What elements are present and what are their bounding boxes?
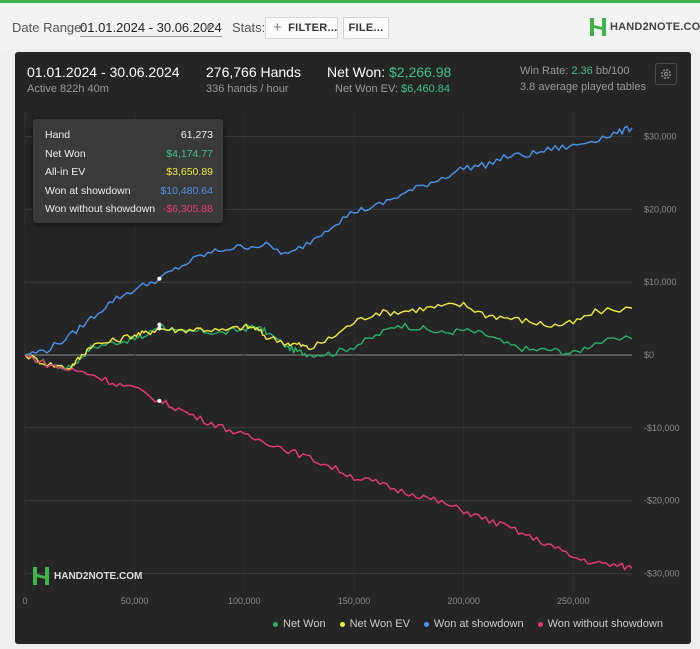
tooltip-row-label: Net Won — [45, 147, 86, 160]
hover-marker — [157, 322, 162, 327]
series-line-net-won — [24, 322, 633, 371]
plus-icon: + — [273, 19, 283, 36]
tooltip-row: Net Won $4,174.77 — [45, 148, 213, 160]
y-tick-label: $20,000 — [644, 204, 677, 214]
legend-label: Net Won — [283, 618, 326, 630]
legend-label: Net Won EV — [349, 618, 410, 630]
legend-dot-icon — [423, 621, 429, 627]
header-win-rate: Win Rate: 2.36 bb/100 — [520, 65, 630, 77]
header-hands: 276,766 Hands — [206, 64, 301, 80]
graph-panel: 01.01.2024 - 30.06.2024 Active 822h 40m … — [15, 52, 691, 644]
y-tick-label: $30,000 — [644, 132, 677, 142]
legend-item[interactable]: Won without showdown — [537, 618, 663, 630]
x-tick-label: 0 — [22, 596, 27, 606]
legend-dot-icon — [273, 621, 278, 627]
series-line-won-at-showdown — [24, 125, 633, 356]
tooltip-row-value: 61,273 — [180, 129, 213, 141]
chevron-down-icon[interactable] — [204, 25, 212, 30]
tooltip-row-label: Won without showdown — [45, 203, 156, 215]
legend-dot-icon — [339, 621, 345, 627]
win-rate-label: Win Rate: — [520, 65, 569, 77]
legend-dot-icon — [537, 621, 543, 627]
x-tick-label: 100,000 — [228, 596, 261, 606]
series-line-won-without-showdown — [24, 354, 633, 571]
toolbar: Date Range: 01.01.2024 - 30.06.2024 Stat… — [0, 3, 700, 49]
header-net-won-ev: Net Won EV: $6,460.84 — [335, 83, 450, 95]
settings-button[interactable] — [655, 63, 677, 85]
brand-logo: HAND2NOTE.COM — [590, 18, 700, 36]
legend-label: Won at showdown — [433, 618, 524, 630]
tooltip-row-value: -$6,305.88 — [162, 203, 213, 215]
tooltip-row-label: All-in EV — [45, 166, 86, 178]
net-won-ev-label: Net Won EV: — [335, 83, 398, 95]
header-average-tables: 3.8 average played tables — [520, 81, 646, 93]
win-rate-unit: bb/100 — [595, 65, 630, 77]
chart-legend: Net Won Net Won EV Won at showdown Won with… — [273, 618, 663, 630]
tooltip-row-value: $3,650.89 — [166, 166, 213, 178]
hand2note-logo-icon — [590, 18, 606, 36]
tooltip-row: All-in EV $3,650.89 — [45, 166, 213, 178]
hover-marker — [157, 276, 162, 281]
tooltip-row-label: Won at showdown — [45, 184, 131, 197]
hand-tooltip: Hand 61,273 Net Won $4,174.77 All-in EV $3,65… — [33, 119, 223, 223]
watermark-logo: HAND2NOTE.COM — [33, 567, 142, 585]
legend-item[interactable]: Won at showdown — [423, 618, 524, 630]
net-won-value: $2,266.98 — [389, 64, 452, 80]
legend-item[interactable]: Net Won — [273, 618, 326, 630]
hover-marker — [157, 326, 162, 331]
y-tick-label: -$20,000 — [644, 496, 680, 506]
series-line-net-won-ev — [24, 301, 633, 370]
tooltip-row-value: $4,174.77 — [166, 147, 213, 160]
header-active-time: Active 822h 40m — [27, 83, 109, 95]
x-tick-label: 150,000 — [338, 596, 371, 606]
tooltip-row: Won at showdown $10,480.64 — [45, 185, 213, 197]
date-range-label: Date Range: — [12, 20, 85, 35]
x-tick-label: 50,000 — [121, 596, 149, 606]
hover-marker — [157, 398, 162, 403]
profit-graph[interactable]: $30,000 $20,000 $10,000 $0 -$10,000 -$20,000 -… — [15, 52, 691, 644]
top-accent-bar — [0, 0, 700, 3]
legend-label: Won without showdown — [547, 618, 663, 630]
y-tick-label: -$10,000 — [644, 423, 680, 433]
y-tick-label: $10,000 — [644, 277, 677, 287]
tooltip-row: Won without showdown -$6,305.88 — [45, 203, 213, 215]
y-tick-label: $0 — [644, 350, 654, 360]
tooltip-row: Hand 61,273 — [45, 129, 213, 141]
filter-button[interactable]: + FILTER... — [265, 17, 338, 39]
legend-item[interactable]: Net Won EV — [339, 618, 410, 630]
gear-icon — [661, 69, 671, 79]
x-tick-label: 250,000 — [557, 596, 590, 606]
header-date: 01.01.2024 - 30.06.2024 — [27, 64, 180, 80]
date-range-select[interactable]: 01.01.2024 - 30.06.2024 — [80, 20, 222, 37]
net-won-ev-value: $6,460.84 — [401, 83, 450, 95]
stats-label: Stats: — [232, 20, 266, 35]
y-tick-label: -$30,000 — [644, 568, 680, 578]
tooltip-row-label: Hand — [45, 129, 71, 141]
hand2note-watermark-icon — [33, 567, 49, 585]
watermark-text: HAND2NOTE.COM — [54, 570, 143, 582]
header-hands-per-hour: 336 hands / hour — [206, 83, 289, 95]
tooltip-row-value: $10,480.64 — [160, 184, 213, 197]
brand-text: HAND2NOTE.COM — [610, 21, 700, 33]
file-button[interactable]: FILE... — [343, 17, 389, 39]
x-tick-label: 200,000 — [447, 596, 480, 606]
header-net-won: Net Won: $2,266.98 — [327, 64, 451, 80]
file-button-label: FILE... — [348, 22, 384, 34]
win-rate-value: 2.36 — [571, 65, 593, 77]
net-won-label: Net Won: — [327, 64, 386, 80]
filter-button-label: FILTER... — [288, 22, 338, 34]
